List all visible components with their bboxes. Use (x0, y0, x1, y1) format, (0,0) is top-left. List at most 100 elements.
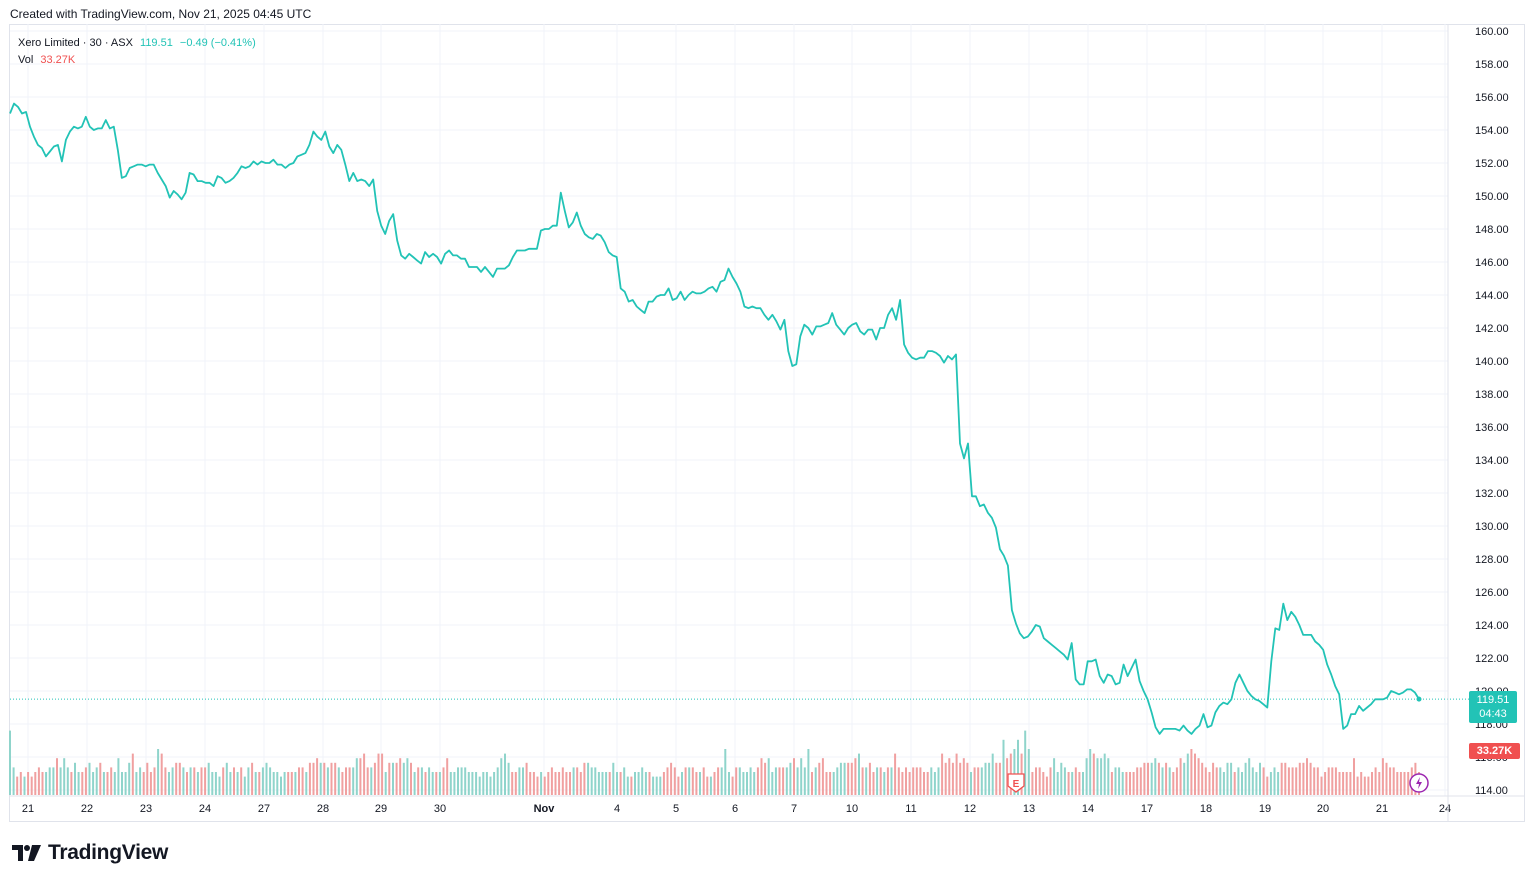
volume-bar (1208, 772, 1211, 795)
volume-bar (829, 772, 832, 795)
volume-bar (1251, 767, 1254, 795)
volume-bar (1197, 758, 1200, 795)
vol-label[interactable]: Vol (18, 54, 34, 66)
chart-frame[interactable] (9, 24, 1525, 822)
x-tick-label: 28 (317, 803, 329, 815)
y-tick-label: 156.00 (1475, 92, 1509, 104)
volume-bar (764, 762, 767, 795)
volume-bar (1129, 772, 1131, 795)
price-line (9, 102, 1469, 735)
volume-bar (63, 758, 66, 795)
volume-bar (1407, 772, 1410, 795)
legend-price: 119.51 (140, 37, 173, 49)
volume-bar (1038, 767, 1041, 795)
volume-bar (200, 767, 203, 795)
volume-bar (229, 772, 232, 795)
volume-bar (352, 767, 355, 795)
volume-bar (1331, 767, 1334, 795)
volume-bar (655, 776, 658, 795)
x-tick-label: 20 (1317, 803, 1329, 815)
volume-bar (1107, 758, 1110, 795)
y-tick-label: 150.00 (1475, 191, 1509, 203)
volume-bar (962, 758, 965, 795)
volume-bar (146, 762, 149, 795)
volume-bar (471, 772, 474, 795)
volume-bar (269, 767, 272, 795)
earnings-marker[interactable] (1007, 773, 1025, 793)
volume-bar (995, 762, 998, 795)
earnings-marker-label: E (1013, 779, 1020, 790)
volume-bar (529, 772, 532, 795)
volume-bar (854, 758, 857, 795)
volume-bar (373, 762, 376, 795)
volume-bar (796, 767, 799, 795)
volume-bar (594, 767, 597, 795)
volume-bar (720, 767, 723, 795)
bar-countdown: 04:43 (1479, 708, 1507, 720)
volume-bar (839, 762, 842, 795)
volume-bar (298, 767, 300, 795)
volume-bar (1313, 767, 1316, 795)
volume-bar (186, 772, 188, 795)
volume-bar (305, 772, 308, 795)
volume-bar (565, 772, 568, 795)
volume-bar (1154, 758, 1157, 795)
volume-bar (941, 753, 944, 795)
volume-bar (760, 758, 763, 795)
volume-bar (612, 762, 615, 795)
price-series-line (9, 102, 1420, 735)
volume-bar (1222, 772, 1225, 795)
volume-bar (1316, 767, 1319, 795)
volume-bar (691, 767, 694, 795)
volume-bar (673, 767, 676, 795)
volume-bar (406, 758, 409, 795)
volume-bar (1248, 758, 1251, 795)
volume-bar (56, 758, 58, 795)
tradingview-logo-text: TradingView (48, 841, 169, 864)
volume-bar (1002, 739, 1005, 795)
volume-bar (254, 772, 257, 795)
volume-bar (1399, 772, 1402, 795)
last-price-tag: 119.51 04:43 (1469, 691, 1517, 723)
volume-bar (410, 762, 412, 795)
volume-bar (207, 762, 210, 795)
x-tick-label: 10 (846, 803, 858, 815)
volume-bar (652, 776, 655, 795)
volume-bar (670, 762, 673, 795)
volume-bar (1338, 772, 1341, 795)
volume-bar (1175, 767, 1178, 795)
volume-bar (334, 762, 337, 795)
volume-bar (1371, 772, 1373, 795)
volume-bar (16, 776, 19, 795)
volume-bar (164, 767, 167, 795)
symbol-label[interactable]: Xero Limited · 30 · ASX (18, 37, 133, 49)
volume-bar (886, 767, 889, 795)
x-tick-label: 21 (1376, 803, 1388, 815)
y-tick-label: 154.00 (1475, 125, 1509, 137)
y-tick-label: 146.00 (1475, 257, 1509, 269)
volume-bar (847, 762, 850, 795)
volume-bar (12, 767, 15, 795)
volume-bar (767, 758, 770, 795)
volume-bar (45, 772, 48, 795)
volume-bar (1204, 767, 1207, 795)
volume-bar (576, 767, 579, 795)
volume-bar (1273, 767, 1276, 795)
volume-bar (536, 776, 539, 795)
y-tick-label: 144.00 (1475, 290, 1509, 302)
volume-bar (959, 762, 962, 795)
x-tick-label: 30 (434, 803, 446, 815)
volume-bar (991, 753, 994, 795)
tradingview-logo[interactable]: TradingView (12, 841, 168, 865)
volume-bar (1226, 762, 1229, 795)
volume-bar (1006, 758, 1009, 795)
volume-bar (1092, 753, 1095, 795)
volume-bar (930, 767, 933, 795)
volume-bar (464, 767, 467, 795)
volume-bar (514, 772, 517, 795)
volume-bar (1385, 762, 1388, 795)
volume-bar (113, 772, 116, 795)
volume-bar (175, 762, 178, 795)
volume-bar (1306, 758, 1308, 795)
